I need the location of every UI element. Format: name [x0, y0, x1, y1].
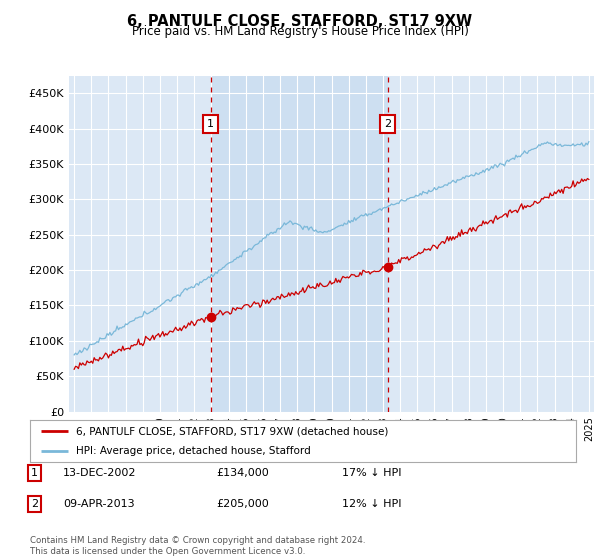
- Text: Contains HM Land Registry data © Crown copyright and database right 2024.
This d: Contains HM Land Registry data © Crown c…: [30, 536, 365, 556]
- Text: Price paid vs. HM Land Registry's House Price Index (HPI): Price paid vs. HM Land Registry's House …: [131, 25, 469, 38]
- Text: 13-DEC-2002: 13-DEC-2002: [63, 468, 137, 478]
- Text: 17% ↓ HPI: 17% ↓ HPI: [342, 468, 401, 478]
- Text: £134,000: £134,000: [216, 468, 269, 478]
- Text: 6, PANTULF CLOSE, STAFFORD, ST17 9XW: 6, PANTULF CLOSE, STAFFORD, ST17 9XW: [127, 14, 473, 29]
- Text: 2: 2: [384, 119, 391, 129]
- Text: 09-APR-2013: 09-APR-2013: [63, 499, 134, 509]
- Bar: [211, 76, 388, 412]
- Text: 1: 1: [31, 468, 38, 478]
- Text: 6, PANTULF CLOSE, STAFFORD, ST17 9XW (detached house): 6, PANTULF CLOSE, STAFFORD, ST17 9XW (de…: [76, 426, 389, 436]
- Text: HPI: Average price, detached house, Stafford: HPI: Average price, detached house, Staf…: [76, 446, 311, 456]
- Text: 12% ↓ HPI: 12% ↓ HPI: [342, 499, 401, 509]
- Text: 2: 2: [31, 499, 38, 509]
- Text: £205,000: £205,000: [216, 499, 269, 509]
- Text: 1: 1: [207, 119, 214, 129]
